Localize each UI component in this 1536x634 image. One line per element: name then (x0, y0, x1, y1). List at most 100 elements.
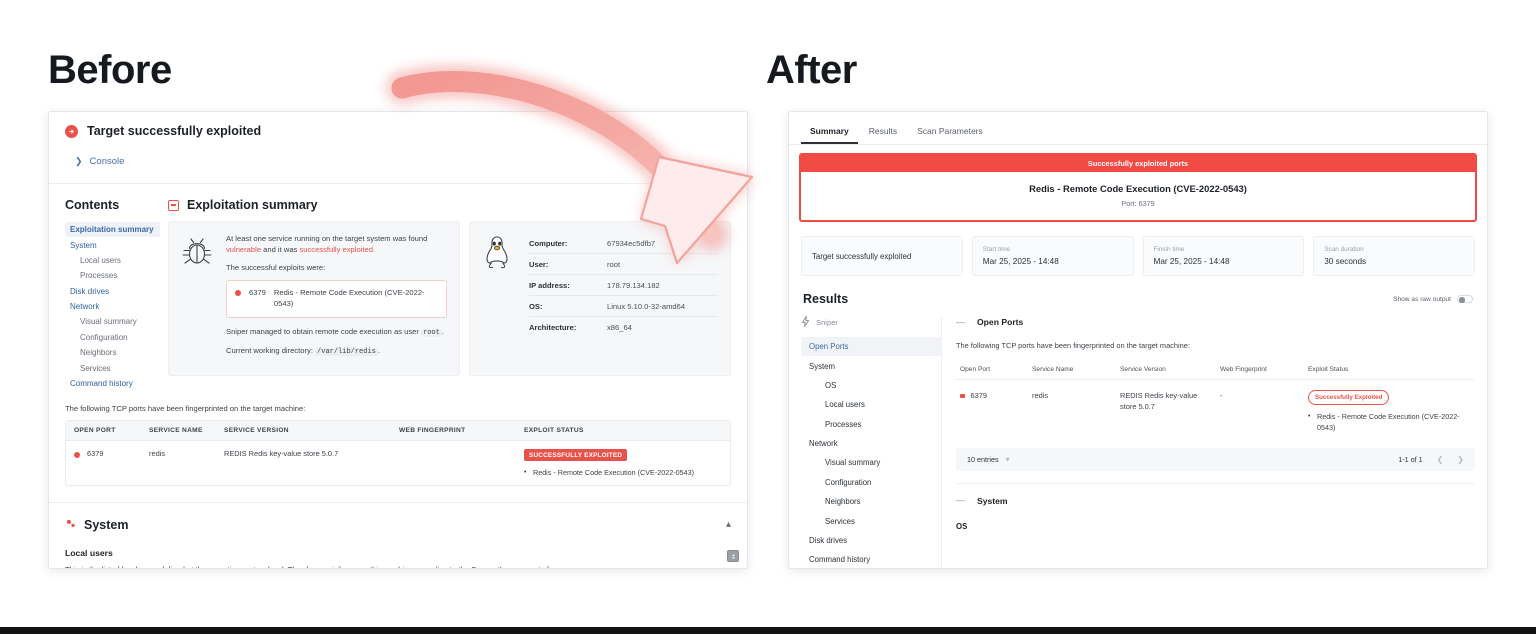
summary-cards: At least one service running on the targ… (168, 221, 731, 376)
sidebar-item-neighbors[interactable]: Neighbors (825, 497, 861, 507)
sidebar-item-network[interactable]: Network (809, 439, 838, 449)
before-body: Contents Exploitation summary System Loc… (49, 184, 747, 391)
chevron-right-icon[interactable]: ❯ (1457, 454, 1464, 464)
table-pagination: 10 entries ▾ 1-1 of 1 ❮ ❯ (956, 447, 1475, 471)
toc-item-exploitation-summary[interactable]: Exploitation summary (65, 222, 160, 238)
raw-output-toggle-group[interactable]: Show as raw output (1393, 295, 1473, 303)
toc-item-services[interactable]: Services (80, 363, 111, 373)
local-users-heading: Local users (65, 548, 113, 559)
exp-line1-a: At least one service running on the targ… (226, 234, 428, 243)
toc-item-neighbors[interactable]: Neighbors (80, 348, 117, 358)
console-toggle[interactable]: ❯ Console (49, 138, 747, 167)
raw-output-toggle[interactable] (1457, 295, 1473, 303)
cell-cve-item: Redis - Remote Code Execution (CVE-2022-… (1308, 411, 1465, 434)
system-info-rows: Computer: 67934ec5dfb7 User: root IP add… (529, 233, 718, 364)
results-body: Sniper Open Ports System OS Local users … (789, 306, 1487, 568)
toc-item-processes[interactable]: Processes (80, 271, 118, 281)
lightning-icon (801, 316, 810, 329)
toc-item-network[interactable]: Network (70, 302, 100, 312)
open-ports-note: The following TCP ports have been finger… (956, 341, 1190, 350)
chevron-left-icon[interactable]: ❮ (1436, 454, 1444, 464)
sidebar-item-services[interactable]: Services (825, 516, 855, 526)
sidebar-brand: Sniper (801, 316, 941, 329)
column-header-service-name: Service Name (1032, 366, 1074, 373)
exploit-entry: 6379 Redis - Remote Code Execution (CVE-… (226, 280, 447, 318)
before-system-header[interactable]: System ▴ (65, 516, 731, 534)
before-panel-header: Target successfully exploited (49, 112, 747, 138)
toc-item-disk-drives[interactable]: Disk drives (70, 286, 110, 296)
system-info-value: 178.79.134.182 (607, 280, 660, 290)
exploitation-text: At least one service running on the targ… (226, 233, 447, 364)
cell-service-name: redis (149, 449, 166, 459)
info-card-finish-time-label: Finish time (1153, 246, 1185, 253)
toc-item-local-users[interactable]: Local users (80, 255, 121, 265)
caret-up-icon[interactable]: ▴ (725, 519, 731, 531)
toc-item-command-history[interactable]: Command history (70, 378, 133, 388)
cell-cve-item: Redis - Remote Code Execution (CVE-2022-… (524, 467, 722, 477)
info-card-scan-duration-label: Scan duration (1324, 246, 1364, 253)
open-ports-section-header[interactable]: — Open Ports (956, 316, 1475, 327)
system-info-value: x86_64 (607, 322, 632, 332)
sidebar-item-local-users[interactable]: Local users (825, 400, 865, 410)
minus-icon[interactable]: — (956, 316, 965, 327)
cell-service-name: redis (1032, 391, 1049, 400)
system-section-header[interactable]: — System (956, 495, 1475, 506)
info-card-scan-duration: Scan duration 30 seconds (1313, 236, 1475, 276)
exploit-port: 6379 (249, 288, 266, 297)
before-heading: Before (48, 48, 172, 92)
exp-line1-b: and it was (261, 245, 300, 254)
sidebar-item-processes[interactable]: Processes (825, 419, 862, 429)
banner-body: Redis - Remote Code Execution (CVE-2022-… (801, 172, 1475, 220)
exp-line4-a: Current working directory: (226, 345, 316, 355)
tab-summary[interactable]: Summary (801, 122, 858, 144)
column-header-open-port: Open Port (960, 366, 991, 373)
system-info-value: 67934ec5dfb7 (607, 238, 656, 248)
status-square-icon (960, 393, 965, 398)
chevron-down-icon[interactable]: ▾ (1005, 454, 1010, 464)
page-title: Target successfully exploited (87, 124, 262, 138)
exploitation-paragraph-2: The successful exploits were: (226, 263, 326, 272)
results-header: Results Show as raw output (789, 276, 1487, 306)
sidebar-item-command-history[interactable]: Command history (809, 555, 871, 565)
sidebar-item-os[interactable]: OS (825, 380, 837, 390)
sidebar-item-open-ports[interactable]: Open Ports (801, 337, 941, 357)
after-heading: After (766, 48, 857, 92)
info-card-scan-duration-value: 30 seconds (1324, 257, 1367, 266)
exp-user: root (421, 328, 442, 337)
status-dot-icon (235, 290, 241, 296)
info-card-finish-time: Finish time Mar 25, 2025 - 14:48 (1142, 236, 1305, 276)
tab-results[interactable]: Results (868, 126, 898, 136)
sidebar-item-visual-summary[interactable]: Visual summary (825, 458, 881, 468)
info-cards: Target successfully exploited Start time… (789, 222, 1487, 276)
toc-item-system[interactable]: System (70, 240, 97, 250)
status-badge: Successfully Exploited (1308, 390, 1390, 406)
scroll-lock-icon[interactable] (727, 550, 739, 562)
toc-item-configuration[interactable]: Configuration (80, 332, 128, 342)
exp-exploited: successfully exploited. (299, 245, 376, 254)
after-system-section: — System OS (956, 482, 1475, 531)
banner-heading: Successfully exploited ports (801, 155, 1475, 172)
tab-scan-parameters[interactable]: Scan Parameters (917, 126, 983, 136)
entries-per-page-select[interactable]: 10 entries ▾ (967, 455, 1010, 464)
table-row: 6379 redis REDIS Redis key-value store 5… (956, 380, 1475, 434)
linux-penguin-icon (482, 233, 516, 364)
raw-output-label: Show as raw output (1393, 295, 1451, 303)
bottom-strip (0, 627, 1536, 634)
column-header-exploit-status: Exploit Status (1308, 366, 1349, 373)
sidebar-item-disk-drives[interactable]: Disk drives (809, 535, 848, 545)
info-card-start-time-label: Start time (982, 246, 1011, 253)
toc-item-visual-summary[interactable]: Visual summary (80, 317, 137, 327)
contents-heading: Contents (65, 198, 120, 212)
cell-service-version: REDIS Redis key-value store 5.0.7 (1120, 391, 1198, 412)
system-info-row: OS: Linux 5.10.0-32-amd64 (529, 296, 718, 317)
contents-sidebar: Contents Exploitation summary System Loc… (65, 198, 160, 391)
system-info-row: User: root (529, 254, 718, 275)
ports-note: The following TCP ports have been finger… (65, 404, 306, 414)
minus-icon[interactable]: — (956, 495, 965, 506)
system-info-value: Linux 5.10.0-32-amd64 (607, 301, 686, 311)
console-label: Console (89, 156, 125, 167)
sidebar-item-configuration[interactable]: Configuration (825, 477, 872, 487)
status-dot-icon (74, 451, 80, 458)
sidebar-item-system[interactable]: System (809, 361, 835, 371)
